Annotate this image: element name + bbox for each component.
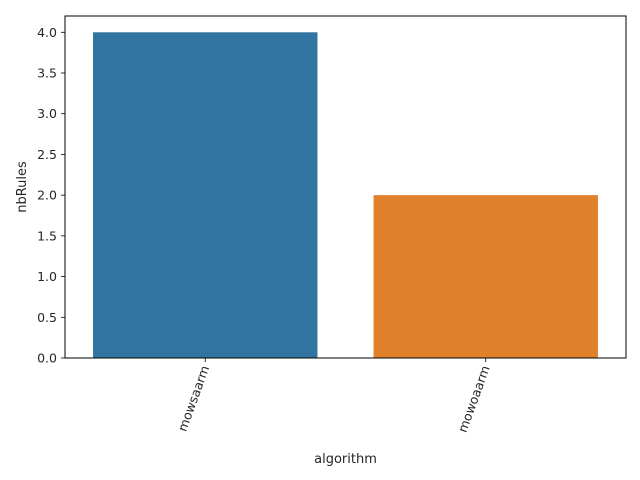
y-tick-label: 0.0 (37, 351, 57, 366)
x-axis: mowsaarm mowoaarm (175, 358, 493, 434)
bar-mowoaarm (373, 195, 598, 358)
y-tick-label: 3.5 (37, 66, 57, 81)
y-tick-label: 2.0 (37, 188, 57, 203)
x-tick-label: mowsaarm (175, 363, 213, 433)
x-axis-label: algorithm (314, 452, 377, 467)
bars-group (93, 32, 598, 359)
y-tick-label: 4.0 (37, 25, 57, 40)
plot-frame (64, 15, 627, 359)
y-tick-label: 1.0 (37, 269, 57, 284)
y-tick-label: 0.5 (37, 310, 57, 325)
y-tick-label: 1.5 (37, 228, 57, 243)
y-axis: 0.0 0.5 1.0 1.5 2.0 2.5 3.0 3.5 4.0 (37, 25, 65, 366)
y-tick-label: 2.5 (37, 147, 57, 162)
y-tick-label: 3.0 (37, 106, 57, 121)
x-tick-label: mowoaarm (455, 363, 493, 434)
y-axis-label: nbRules (15, 161, 30, 213)
bar-mowsaarm (93, 32, 318, 359)
